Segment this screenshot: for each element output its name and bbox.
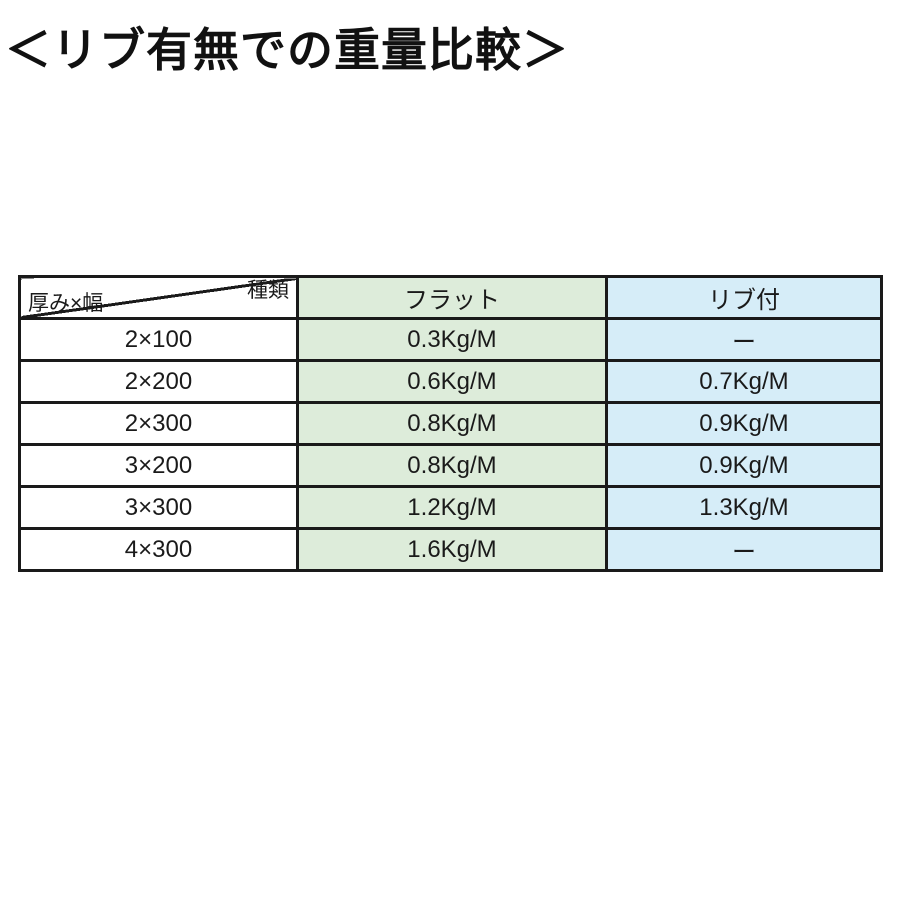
weight-comparison-table: 種類 厚み×幅 フラット リブ付 2×100 0.3Kg/M ー 2×200 0… <box>18 275 883 572</box>
flat-value-cell: 0.3Kg/M <box>296 317 608 362</box>
size-cell: 2×200 <box>18 359 299 404</box>
size-cell: 3×300 <box>18 485 299 530</box>
table-row: 3×300 1.2Kg/M 1.3Kg/M <box>18 485 883 530</box>
corner-header-cell: 種類 厚み×幅 <box>18 275 299 320</box>
rib-value-cell: 0.9Kg/M <box>605 443 883 488</box>
flat-value-cell: 0.8Kg/M <box>296 401 608 446</box>
size-cell: 3×200 <box>18 443 299 488</box>
flat-value-cell: 0.6Kg/M <box>296 359 608 404</box>
table-row: 2×100 0.3Kg/M ー <box>18 317 883 362</box>
table-row: 2×200 0.6Kg/M 0.7Kg/M <box>18 359 883 404</box>
rib-value-cell: 0.9Kg/M <box>605 401 883 446</box>
flat-value-cell: 0.8Kg/M <box>296 443 608 488</box>
corner-label-type: 種類 <box>247 279 289 302</box>
flat-value-cell: 1.6Kg/M <box>296 527 608 572</box>
size-cell: 2×100 <box>18 317 299 362</box>
table-row: 3×200 0.8Kg/M 0.9Kg/M <box>18 443 883 488</box>
rib-value-cell: ー <box>605 527 883 572</box>
column-header-rib: リブ付 <box>605 275 883 320</box>
corner-label-thickness-width: 厚み×幅 <box>28 291 104 315</box>
flat-value-cell: 1.2Kg/M <box>296 485 608 530</box>
table-row: 4×300 1.6Kg/M ー <box>18 527 883 572</box>
table-row: 2×300 0.8Kg/M 0.9Kg/M <box>18 401 883 446</box>
rib-value-cell: 0.7Kg/M <box>605 359 883 404</box>
size-cell: 4×300 <box>18 527 299 572</box>
column-header-flat: フラット <box>296 275 608 320</box>
size-cell: 2×300 <box>18 401 299 446</box>
page-title: ＜リブ有無での重量比較＞ <box>5 24 569 76</box>
table-header-row: 種類 厚み×幅 フラット リブ付 <box>18 275 883 320</box>
rib-value-cell: 1.3Kg/M <box>605 485 883 530</box>
rib-value-cell: ー <box>605 317 883 362</box>
